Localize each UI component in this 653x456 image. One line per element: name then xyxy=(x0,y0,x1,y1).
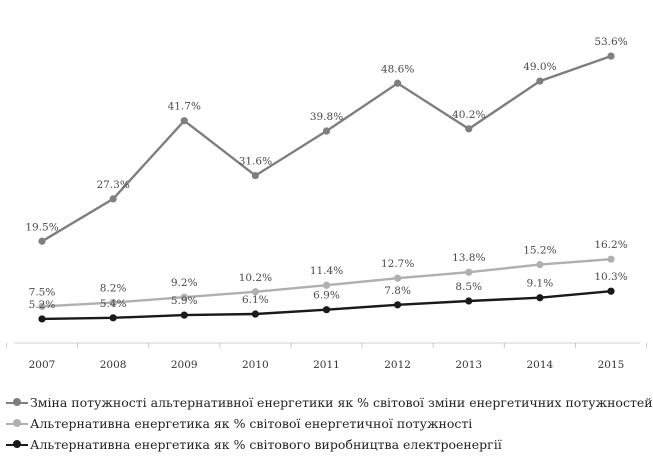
data-point xyxy=(465,125,473,133)
legend-marker-icon xyxy=(13,440,21,448)
legend-marker-icon xyxy=(13,419,21,427)
data-label: 48.6% xyxy=(381,63,414,75)
data-point xyxy=(394,79,402,87)
data-label: 27.3% xyxy=(96,179,129,191)
data-point xyxy=(251,310,259,318)
data-label: 10.3% xyxy=(594,271,627,283)
legend-marker-icon xyxy=(13,398,21,406)
data-point xyxy=(394,274,402,282)
data-point xyxy=(536,294,544,302)
data-label: 7.5% xyxy=(29,286,56,298)
data-point xyxy=(109,195,117,203)
x-tick-label: 2008 xyxy=(100,359,127,371)
data-label: 19.5% xyxy=(25,221,58,233)
legend-label: Альтернативна енергетика як % світової е… xyxy=(30,416,473,431)
data-point xyxy=(465,268,473,276)
data-label: 15.2% xyxy=(523,245,556,257)
data-label: 31.6% xyxy=(239,156,272,168)
data-point xyxy=(38,237,46,245)
x-axis-labels: 2007 2008 2009 2010 2011 2012 2013 2014 2015 xyxy=(29,359,625,371)
data-point xyxy=(607,52,615,60)
data-point xyxy=(180,311,188,319)
line-chart: 19.5% 27.3% 41.7% 31.6% 39.8% 48.6% 40.2% 49.0%… xyxy=(5,36,648,371)
x-tick-label: 2015 xyxy=(598,359,625,371)
x-tick-label: 2012 xyxy=(384,359,411,371)
data-label: 39.8% xyxy=(310,111,343,123)
x-tick-label: 2011 xyxy=(313,359,340,371)
data-point xyxy=(109,314,117,322)
data-point xyxy=(322,306,331,314)
legend-item-1: Зміна потужності альтернативної енергети… xyxy=(6,392,653,413)
data-point xyxy=(465,297,473,305)
data-label: 5.4% xyxy=(100,298,127,310)
data-point xyxy=(394,301,402,309)
legend-item-3: Альтернативна енергетика як % світового … xyxy=(6,434,651,455)
data-point xyxy=(536,77,544,85)
data-label: 40.2% xyxy=(452,109,485,121)
data-label: 53.6% xyxy=(594,36,627,48)
x-tick-label: 2013 xyxy=(455,359,482,371)
data-label: 9.1% xyxy=(527,278,554,290)
data-point xyxy=(322,281,331,289)
data-point xyxy=(251,288,259,296)
data-point xyxy=(607,287,615,295)
x-tick-label: 2009 xyxy=(171,359,198,371)
legend-label: Зміна потужності альтернативної енергети… xyxy=(30,395,653,410)
x-tick-label: 2007 xyxy=(29,359,56,371)
chart-legend: Зміна потужності альтернативної енергети… xyxy=(6,392,653,455)
data-label: 8.5% xyxy=(455,281,482,293)
data-point xyxy=(180,293,188,301)
legend-label: Альтернативна енергетика як % світового … xyxy=(30,437,502,452)
data-label: 8.2% xyxy=(100,283,127,295)
data-label: 6.9% xyxy=(313,290,340,302)
data-point xyxy=(322,127,331,135)
data-labels: 19.5% 27.3% 41.7% 31.6% 39.8% 48.6% 40.2% 49.0%… xyxy=(25,36,627,311)
data-label: 41.7% xyxy=(168,101,201,113)
data-point xyxy=(607,255,615,263)
x-tick-label: 2014 xyxy=(527,359,554,371)
legend-item-2: Альтернативна енергетика як % світової е… xyxy=(6,413,651,434)
data-point xyxy=(38,302,46,311)
series-line-1 xyxy=(41,54,612,243)
data-label: 6.1% xyxy=(242,294,269,306)
data-point xyxy=(109,299,117,307)
data-label: 9.2% xyxy=(171,277,198,289)
data-label: 5.2% xyxy=(29,299,56,311)
data-label: 12.7% xyxy=(381,258,414,270)
data-point xyxy=(251,171,259,180)
data-label: 7.8% xyxy=(384,285,411,297)
data-label: 16.2% xyxy=(594,239,627,251)
data-label: 5.9% xyxy=(171,295,198,307)
data-label: 10.2% xyxy=(239,272,272,284)
series-points xyxy=(38,52,615,323)
x-tick-label: 2010 xyxy=(242,359,269,371)
data-label: 49.0% xyxy=(523,61,556,73)
data-point xyxy=(180,117,188,125)
data-label: 11.4% xyxy=(310,265,343,277)
data-point xyxy=(38,315,46,323)
x-axis-ticks xyxy=(5,343,648,348)
data-label: 13.8% xyxy=(452,252,485,264)
data-point xyxy=(536,261,544,269)
